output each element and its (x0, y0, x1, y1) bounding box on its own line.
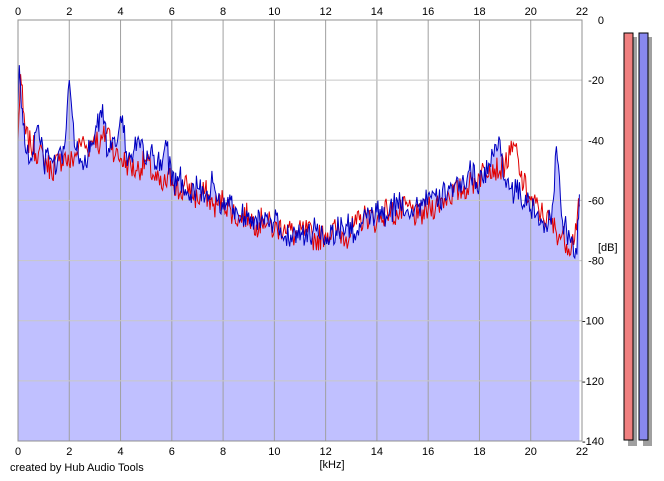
x-tick-label-bottom: 10 (268, 446, 280, 458)
y-tick-label: -40 (588, 135, 604, 147)
x-tick-label-top: 18 (473, 6, 485, 18)
x-tick-label-bottom: 2 (66, 446, 72, 458)
x-tick-label-bottom: 8 (220, 446, 226, 458)
x-tick-label-bottom: 12 (320, 446, 332, 458)
credit-text: created by Hub Audio Tools (10, 462, 144, 474)
x-tick-label-bottom: 14 (371, 446, 383, 458)
y-tick-label: -140 (582, 436, 604, 448)
y-tick-label: -80 (588, 256, 604, 268)
plot-area (17, 19, 583, 442)
x-tick-label-top: 4 (117, 6, 123, 18)
x-tick-label-top: 2 (66, 6, 72, 18)
right-level-meter (638, 32, 649, 441)
x-tick-label-top: 16 (422, 6, 434, 18)
x-tick-label-top: 12 (320, 6, 332, 18)
x-tick-label-top: 0 (15, 6, 21, 18)
y-tick-label: -100 (582, 316, 604, 328)
y-tick-label: -60 (588, 195, 604, 207)
x-tick-label-bottom: 18 (473, 446, 485, 458)
x-tick-label-bottom: 0 (15, 446, 21, 458)
left-level-meter (623, 32, 634, 441)
x-tick-label-top: 22 (576, 6, 588, 18)
level-meters (623, 32, 652, 446)
y-tick-label: -20 (588, 75, 604, 87)
x-tick-label-bottom: 4 (117, 446, 123, 458)
x-ticks-bottom: 0 2 4 6 8 10 12 14 16 18 20 22 (15, 446, 588, 458)
x-tick-label-bottom: 20 (525, 446, 537, 458)
x-tick-label-top: 6 (169, 6, 175, 18)
plot-border (17, 19, 583, 442)
series-line-2 (17, 65, 580, 260)
x-tick-label-bottom: 16 (422, 446, 434, 458)
grid (18, 20, 582, 441)
x-tick-label-bottom: 22 (576, 446, 588, 458)
x-axis-label: [kHz] (319, 459, 344, 471)
y-tick-label: 0 (598, 15, 604, 27)
x-tick-label-top: 14 (371, 6, 383, 18)
y-axis-label: [dB] (598, 242, 618, 254)
series-layer (17, 65, 580, 260)
y-tick-label: -120 (582, 376, 604, 388)
y-ticks: 0 -20 -40 -60 -80 -100 -120 -140 (582, 15, 604, 448)
x-tick-label-top: 10 (268, 6, 280, 18)
x-ticks-top: 0 2 4 6 8 10 12 14 16 18 20 22 (15, 6, 588, 18)
x-tick-label-top: 20 (525, 6, 537, 18)
x-tick-label-bottom: 6 (169, 446, 175, 458)
spectrum-area-fill (18, 65, 580, 441)
x-tick-label-top: 8 (220, 6, 226, 18)
